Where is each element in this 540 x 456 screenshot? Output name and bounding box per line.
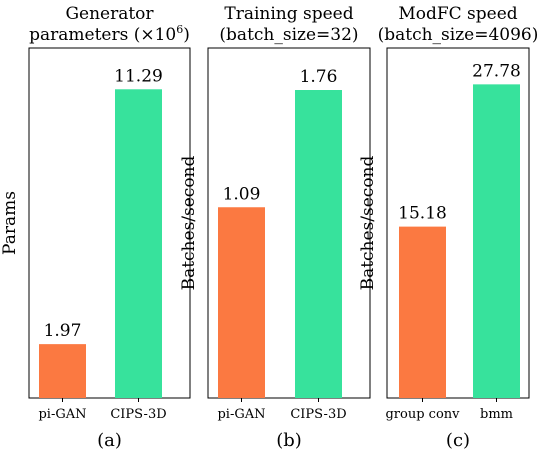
title-superscript: 6 — [176, 23, 183, 36]
bar-group-conv — [399, 226, 446, 398]
bar-cips-3d — [115, 89, 162, 398]
panel-2: Training speed(batch_size=32) Batches/sec… — [179, 4, 371, 451]
panel-caption: (b) — [276, 430, 302, 451]
title-text: (batch_size=4096) — [378, 25, 539, 45]
panel-title-line2: (batch_size=32) — [219, 25, 358, 45]
bar-value-label: 1.76 — [300, 67, 338, 87]
bar-value-label: 27.78 — [472, 61, 521, 81]
x-tick-label: pi-GAN — [38, 407, 86, 422]
bar-value-label: 11.29 — [114, 66, 163, 86]
panel-title-line2: (batch_size=4096) — [378, 25, 539, 45]
axes-frame — [207, 47, 371, 399]
panel-caption: (a) — [97, 430, 122, 451]
panel-title-line1: ModFC speed — [398, 4, 517, 24]
x-tick-label: CIPS-3D — [290, 407, 346, 422]
panel-title-line1: Generator — [65, 4, 154, 24]
x-tick-label: bmm — [480, 407, 513, 422]
bar-value-label: 15.18 — [398, 204, 447, 224]
title-text: (batch_size=32) — [219, 25, 358, 45]
bar-cips-3d — [295, 90, 342, 398]
bar-pi-gan — [218, 207, 265, 398]
axes-frame — [386, 47, 530, 399]
panel-3: ModFC speed(batch_size=4096) Batches/seco… — [358, 4, 538, 451]
panel-title-line2: parameters (×106) — [29, 23, 190, 45]
y-axis-label: Batches/second — [358, 155, 378, 290]
bar-value-label: 1.09 — [223, 184, 261, 204]
x-tick-label: pi-GAN — [217, 407, 265, 422]
panel-caption: (c) — [446, 430, 470, 451]
panel-title-line1: Training speed — [224, 4, 353, 24]
y-axis-label: Batches/second — [179, 155, 199, 290]
bar-value-label: 1.97 — [44, 321, 82, 341]
x-tick-label: group conv — [385, 407, 460, 422]
bar-bmm — [473, 84, 520, 399]
title-text: parameters (×10 — [29, 25, 176, 45]
x-tick-label: CIPS-3D — [110, 407, 166, 422]
bar-pi-gan — [39, 344, 86, 398]
y-axis-label: Params — [0, 191, 20, 255]
title-close: ) — [183, 25, 190, 45]
axes-frame — [28, 47, 191, 399]
